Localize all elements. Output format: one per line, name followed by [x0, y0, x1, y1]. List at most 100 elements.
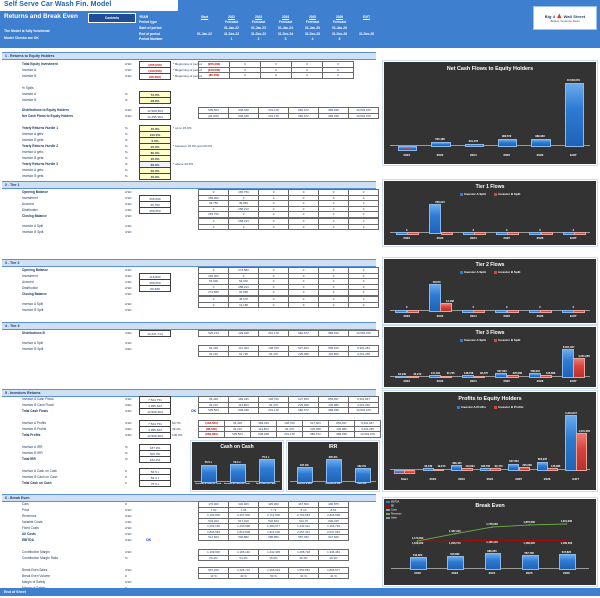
table-cell[interactable]: 0 — [228, 211, 259, 218]
table-cell[interactable]: 0 — [291, 72, 323, 79]
table-cell[interactable]: 0 — [322, 66, 354, 73]
chart-tier1-flows[interactable]: Tier 1 Flows Investor A Split Investor B S… — [382, 179, 598, 247]
table-cell[interactable]: 201,178 — [258, 407, 289, 414]
table-cell[interactable]: 42,210 — [198, 350, 229, 357]
table-cell[interactable]: 0 — [229, 72, 261, 79]
table-cell[interactable]: 4,201,265 — [348, 401, 379, 408]
table-cell[interactable]: 265,750 — [198, 211, 229, 218]
value-cell[interactable]: 12,321,714 — [139, 330, 171, 337]
table-cell[interactable]: 0 — [258, 301, 289, 308]
table-cell[interactable]: 10,503,079 — [354, 431, 381, 438]
table-cell[interactable]: 0 — [318, 211, 349, 218]
table-cell[interactable]: 12,168 — [228, 301, 259, 308]
value-cell[interactable]: 12,355,964 — [139, 113, 171, 120]
chart-profits-equity-holders[interactable]: Profits to Equity Holders Investor A Prof… — [382, 390, 598, 492]
table-cell[interactable]: 0 — [322, 61, 354, 68]
value-cell[interactable]: 60,838 — [139, 285, 171, 292]
table-cell[interactable]: 0 — [348, 283, 379, 290]
table-cell[interactable]: 0 — [348, 301, 379, 308]
table-cell[interactable]: 648,188 — [228, 112, 259, 119]
table-cell[interactable]: 0 — [288, 301, 319, 308]
table-cell[interactable]: 45.0% — [258, 554, 289, 561]
table-cell[interactable]: 4,201,265 — [354, 425, 381, 432]
table-cell[interactable]: 982,672 — [288, 407, 319, 414]
table-cell[interactable]: 40 % — [228, 572, 259, 579]
table-cell[interactable]: (265,000) — [198, 431, 225, 438]
table-cell[interactable]: 46.4% — [288, 554, 319, 561]
table-cell[interactable]: 41 % — [318, 572, 349, 579]
table-cell[interactable]: 10,503,079 — [348, 107, 379, 114]
table-cell[interactable]: 0 — [288, 211, 319, 218]
table-cell[interactable]: 0 — [348, 278, 379, 285]
table-cell[interactable]: 31 % — [288, 572, 319, 579]
table-cell[interactable]: (26,906) — [198, 112, 229, 119]
value-cell[interactable]: 182.2% — [139, 456, 171, 463]
table-cell[interactable]: 10,503,079 — [348, 330, 379, 337]
table-cell[interactable]: 982,672 — [302, 431, 329, 438]
table-cell[interactable]: 505,564 — [224, 431, 251, 438]
table-cell[interactable]: 512,823 — [198, 534, 229, 541]
table-cell[interactable]: 0 — [348, 289, 379, 296]
value-cell[interactable]: (86,500) — [139, 73, 171, 80]
table-cell[interactable]: 6,301,847 — [348, 396, 379, 403]
table-cell[interactable]: 92,470 — [258, 350, 289, 357]
table-cell[interactable]: 6,301,281 — [348, 345, 379, 352]
value-cell[interactable]: 12,908,964 — [139, 408, 171, 415]
chart-irr[interactable]: IRR 187.9% Investor A IRR 305.3% Investor B … — [286, 440, 380, 492]
table-cell[interactable]: 989,938 — [328, 431, 355, 438]
table-cell[interactable]: 0 — [258, 223, 289, 230]
value-cell[interactable]: 28.0% — [139, 97, 171, 104]
table-cell[interactable]: 0 — [198, 223, 229, 230]
table-cell[interactable]: 0 — [348, 223, 379, 230]
table-cell[interactable]: 0 — [348, 211, 379, 218]
table-cell[interactable]: 26.4% — [198, 554, 229, 561]
table-cell[interactable]: 0 — [348, 272, 379, 279]
table-cell[interactable]: 50 % — [258, 572, 289, 579]
chart-tier3-flows[interactable]: Tier 3 Flows Investor A Split Investor B S… — [382, 325, 598, 389]
table-cell[interactable]: 0 — [318, 301, 349, 308]
table-cell[interactable]: 274,580 — [198, 289, 229, 296]
table-cell[interactable]: 60,838 — [228, 289, 259, 296]
table-cell[interactable]: 135,866 — [318, 350, 349, 357]
table-cell[interactable]: 54.4% — [228, 554, 259, 561]
table-cell[interactable]: 10,503,079 — [348, 112, 379, 119]
value-cell[interactable]: 258,250 — [139, 207, 171, 214]
table-cell[interactable]: 0 — [348, 267, 379, 274]
table-cell[interactable]: 91,735 — [228, 350, 259, 357]
table-cell[interactable]: 989,938 — [318, 112, 349, 119]
table-cell[interactable]: 4,201,265 — [348, 350, 379, 357]
table-cell[interactable]: 648,188 — [250, 431, 277, 438]
table-cell[interactable]: 0 — [228, 223, 259, 230]
table-cell[interactable]: 490,875 — [318, 501, 349, 508]
table-cell[interactable]: 13 % — [198, 572, 229, 579]
table-cell[interactable]: 647,826 — [318, 534, 349, 541]
table-cell[interactable]: 587,782 — [288, 534, 319, 541]
table-cell[interactable]: 982,672 — [288, 112, 319, 119]
table-cell[interactable]: 530,882 — [228, 534, 259, 541]
table-cell[interactable]: 201,178 — [258, 112, 289, 119]
table-cell[interactable]: 982,672 — [288, 330, 319, 337]
table-cell[interactable]: 10,503,079 — [348, 407, 379, 414]
table-cell[interactable]: 0 — [198, 301, 229, 308]
table-cell[interactable]: 129,428 — [228, 330, 259, 337]
value-cell[interactable]: 40.0% — [139, 173, 171, 180]
table-cell[interactable]: 648,188 — [228, 407, 259, 414]
chart-cash-on-cash[interactable]: Cash on Cash 56.5 x Investor A Cash on Cas… — [190, 440, 284, 492]
table-cell[interactable]: 6,301,847 — [354, 420, 381, 427]
chart-break-even[interactable]: Break Even EBITDA BE Costs Revenues Sales 512,… — [382, 497, 598, 587]
table-cell[interactable]: 525,144 — [198, 330, 229, 337]
value-cell[interactable]: 12,908,964 — [139, 432, 171, 439]
chart-net-cash-flows[interactable]: Net Cash Flows to Equity Holders (26,906)… — [382, 60, 598, 166]
table-cell[interactable]: 0 — [322, 72, 354, 79]
table-cell[interactable]: 201,178 — [258, 330, 289, 337]
table-cell[interactable]: (86,500) — [198, 72, 230, 79]
table-cell[interactable]: 989,938 — [318, 407, 349, 414]
table-cell[interactable]: 225,068 — [288, 350, 319, 357]
chart-tier2-flows[interactable]: Tier 2 Flows Investor A Split Investor B S… — [382, 257, 598, 325]
table-cell[interactable]: 989,910 — [318, 330, 349, 337]
table-cell[interactable]: 0 — [258, 289, 289, 296]
table-cell[interactable]: 0 — [318, 223, 349, 230]
table-cell[interactable]: 686,956 — [258, 534, 289, 541]
table-cell[interactable]: 0 — [318, 289, 349, 296]
table-cell[interactable]: 0 — [288, 289, 319, 296]
